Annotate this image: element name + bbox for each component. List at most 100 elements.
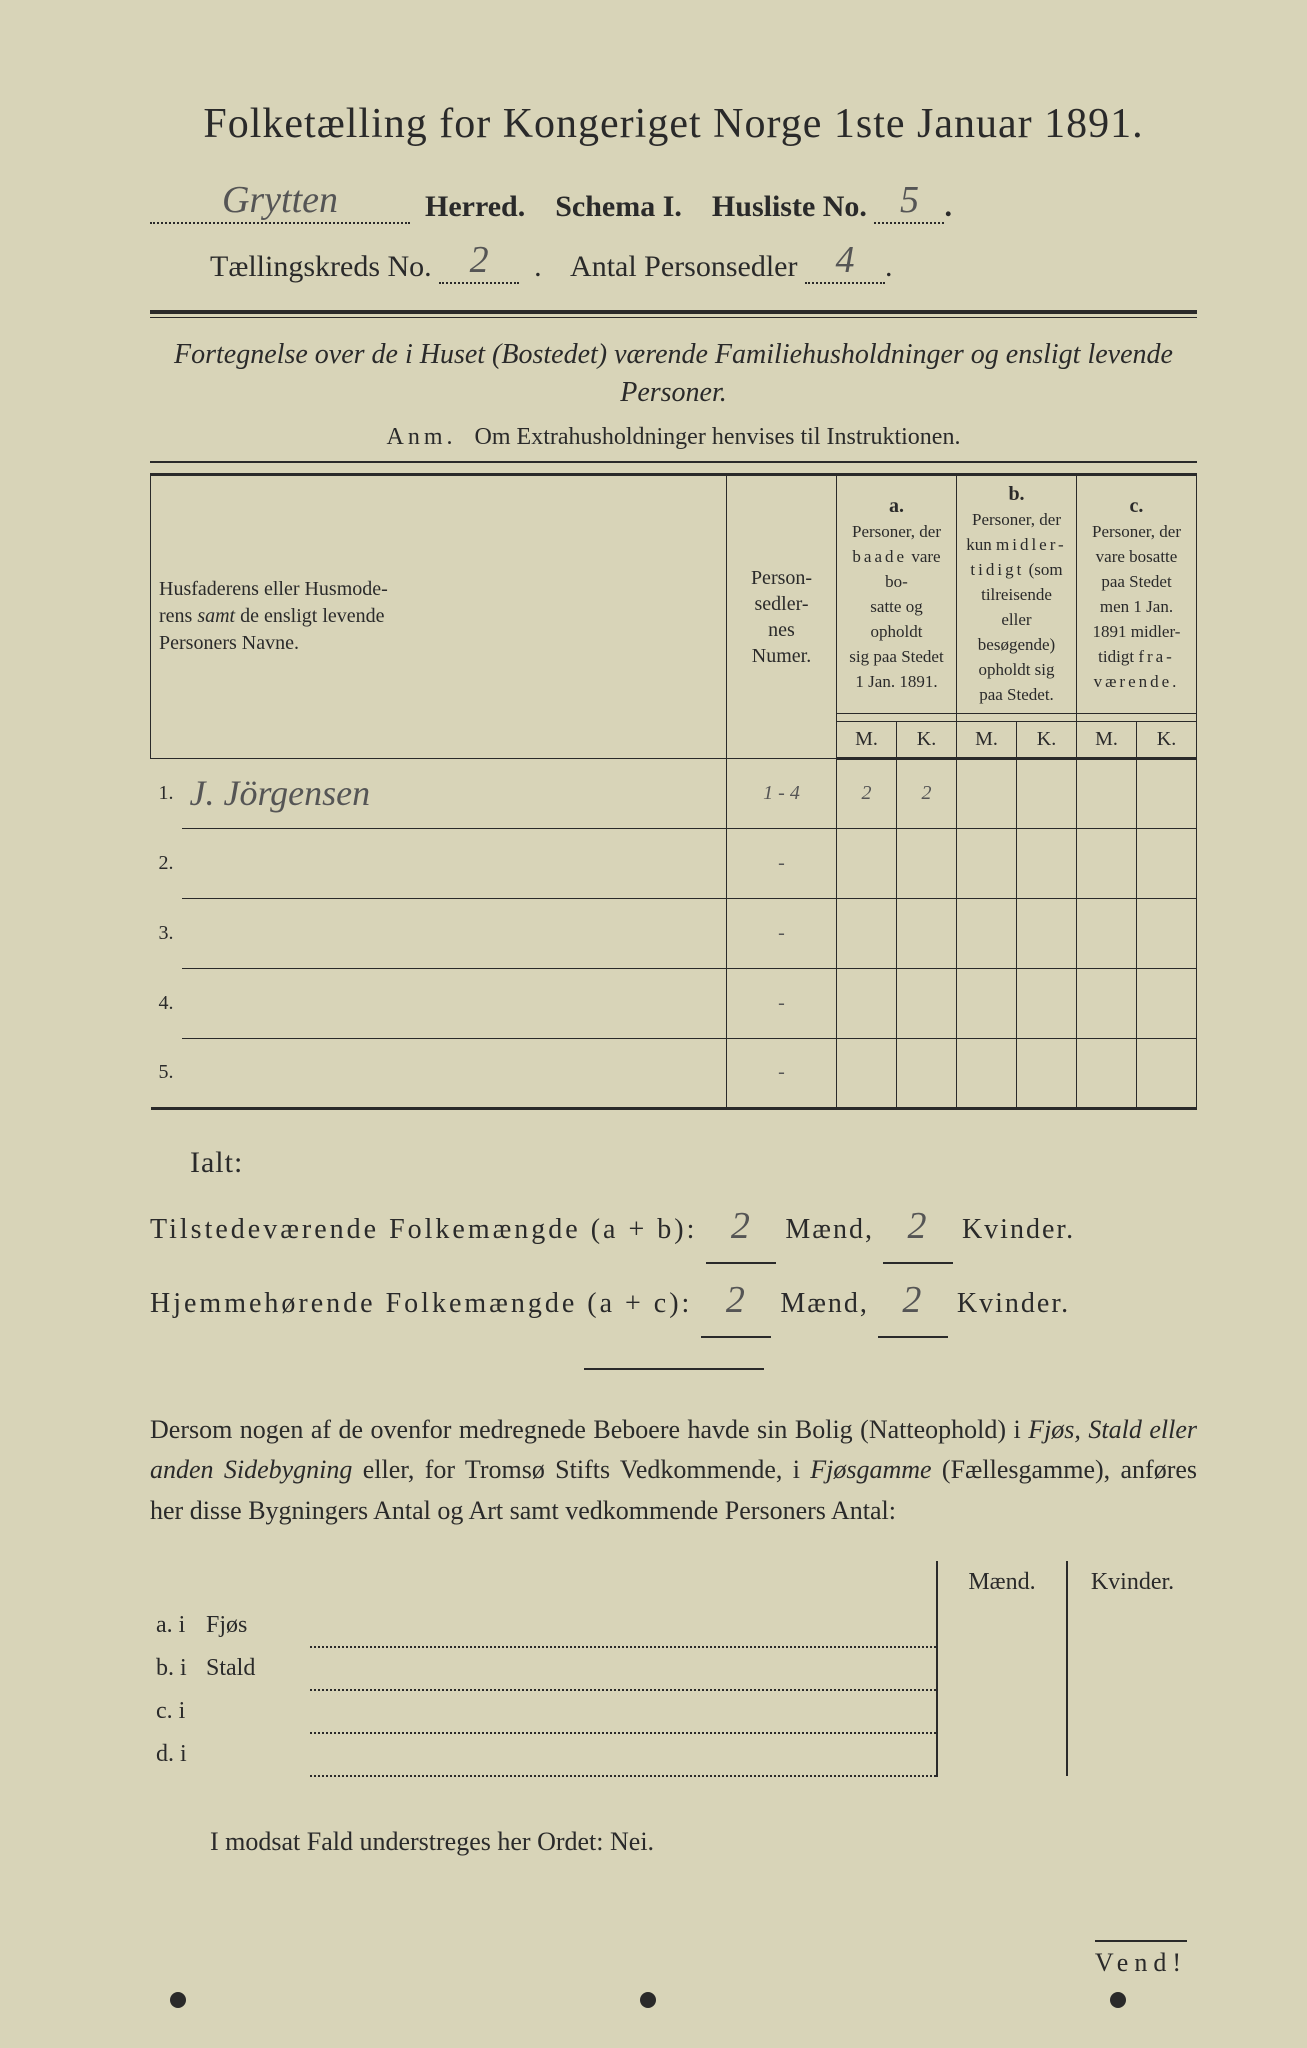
rule-icon — [150, 310, 1197, 318]
row-number: 2. — [151, 828, 182, 898]
row-c-k — [1137, 898, 1197, 968]
row-a-k: 2 — [897, 758, 957, 828]
col-a: a. Personer, der baade vare bo-satte og … — [837, 474, 957, 713]
row-name — [182, 1038, 727, 1108]
rule-icon — [150, 461, 1197, 463]
rule-icon — [584, 1368, 764, 1370]
header-block: Grytten Herred. Schema I. Husliste No. 5… — [150, 178, 1197, 284]
kreds-value: 2 — [470, 239, 489, 281]
row-a-k — [897, 968, 957, 1038]
row-b-m — [957, 1038, 1017, 1108]
husliste-value: 5 — [900, 179, 919, 221]
kvinder-label: Kvinder. — [957, 1288, 1070, 1319]
row-b-k — [1017, 968, 1077, 1038]
col-b: b. Personer, derkun midler-tidigt (somti… — [957, 474, 1077, 713]
row-c-m — [1077, 968, 1137, 1038]
total-resident-m: 2 — [726, 1279, 747, 1321]
row-number: 1. — [151, 758, 182, 828]
husliste-label: Husliste No. — [712, 190, 867, 223]
row-a-m — [837, 968, 897, 1038]
col-numer: Person-sedler-nesNumer. — [727, 474, 837, 758]
col-c-k: K. — [1137, 721, 1197, 758]
row-c-m — [1077, 898, 1137, 968]
row-numer: - — [727, 1038, 837, 1108]
subtitle: Fortegnelse over de i Huset (Bostedet) v… — [150, 336, 1197, 412]
row-name — [182, 828, 727, 898]
row-a-m: 2 — [837, 758, 897, 828]
row-c-m — [1077, 758, 1137, 828]
instruction-paragraph: Dersom nogen af de ovenfor medregnede Be… — [150, 1410, 1197, 1531]
maend-label: Mænd, — [780, 1288, 869, 1319]
total-present-k: 2 — [907, 1205, 928, 1247]
col-name: Husfaderens eller Husmode-rens samt de e… — [151, 474, 727, 758]
kreds-label: Tællingskreds No. — [210, 250, 432, 283]
antal-label: Antal Personsedler — [570, 250, 797, 283]
row-b-word: Stald — [200, 1647, 310, 1690]
row-a-label: a. i — [150, 1604, 200, 1647]
row-b-m — [957, 828, 1017, 898]
punch-hole-icon — [170, 1992, 186, 2008]
row-name: J. Jörgensen — [182, 758, 727, 828]
col-a-label: a. — [889, 495, 904, 517]
row-b-k — [1017, 828, 1077, 898]
row-a-m — [837, 898, 897, 968]
col-c-m: M. — [1077, 721, 1137, 758]
maend-header: Mænd. — [937, 1561, 1067, 1604]
row-b-label: b. i — [150, 1647, 200, 1690]
row-b-m — [957, 898, 1017, 968]
row-b-k — [1017, 898, 1077, 968]
total-present-label: Tilstedeværende Folkemængde (a + b): — [150, 1214, 697, 1245]
row-c-label: c. i — [150, 1690, 200, 1733]
col-b-m: M. — [957, 721, 1017, 758]
schema-label: Schema I. — [555, 190, 682, 223]
row-name — [182, 968, 727, 1038]
kvinder-label: Kvinder. — [962, 1214, 1075, 1245]
col-c: c. Personer, dervare bosattepaa Stedetme… — [1077, 474, 1197, 713]
row-number: 4. — [151, 968, 182, 1038]
row-name — [182, 898, 727, 968]
col-b-k: K. — [1017, 721, 1077, 758]
row-c-k — [1137, 968, 1197, 1038]
row-number: 3. — [151, 898, 182, 968]
totals-block: Tilstedeværende Folkemængde (a + b): 2 M… — [150, 1190, 1197, 1338]
table-row: 4. - — [151, 968, 1197, 1038]
antal-value: 4 — [835, 239, 854, 281]
row-numer: - — [727, 968, 837, 1038]
row-c-m — [1077, 1038, 1137, 1108]
row-a-m — [837, 1038, 897, 1108]
row-c-m — [1077, 828, 1137, 898]
row-a-k — [897, 1038, 957, 1108]
table-row: 5. - — [151, 1038, 1197, 1108]
punch-hole-icon — [640, 1992, 656, 2008]
row-number: 5. — [151, 1038, 182, 1108]
row-a-m — [837, 828, 897, 898]
row-b-m — [957, 968, 1017, 1038]
anm-line: Anm. Om Extrahusholdninger henvises til … — [150, 424, 1197, 451]
row-a-k — [897, 898, 957, 968]
col-a-m: M. — [837, 721, 897, 758]
row-b-m — [957, 758, 1017, 828]
col-a-k: K. — [897, 721, 957, 758]
census-table: Husfaderens eller Husmode-rens samt de e… — [150, 473, 1197, 1110]
row-d-label: d. i — [150, 1733, 200, 1776]
row-numer: - — [727, 828, 837, 898]
table-row: 1.J. Jörgensen1 - 422 — [151, 758, 1197, 828]
page-title: Folketælling for Kongeriget Norge 1ste J… — [150, 100, 1197, 148]
punch-hole-icon — [1110, 1992, 1126, 2008]
row-b-k — [1017, 1038, 1077, 1108]
col-b-label: b. — [1008, 483, 1024, 505]
anm-label: Anm. — [387, 424, 457, 450]
row-c-k — [1137, 828, 1197, 898]
row-numer: - — [727, 898, 837, 968]
herred-value: Grytten — [222, 179, 338, 221]
col-c-label: c. — [1130, 495, 1144, 517]
ialt-label: Ialt: — [190, 1146, 1197, 1180]
row-b-k — [1017, 758, 1077, 828]
total-present-m: 2 — [731, 1205, 752, 1247]
modsat-line: I modsat Fald understreges her Ordet: Ne… — [210, 1827, 1197, 1857]
maend-label: Mænd, — [785, 1214, 874, 1245]
vend-label: Vend! — [1095, 1940, 1187, 1978]
row-c-k — [1137, 758, 1197, 828]
row-a-k — [897, 828, 957, 898]
row-a-word: Fjøs — [200, 1604, 310, 1647]
